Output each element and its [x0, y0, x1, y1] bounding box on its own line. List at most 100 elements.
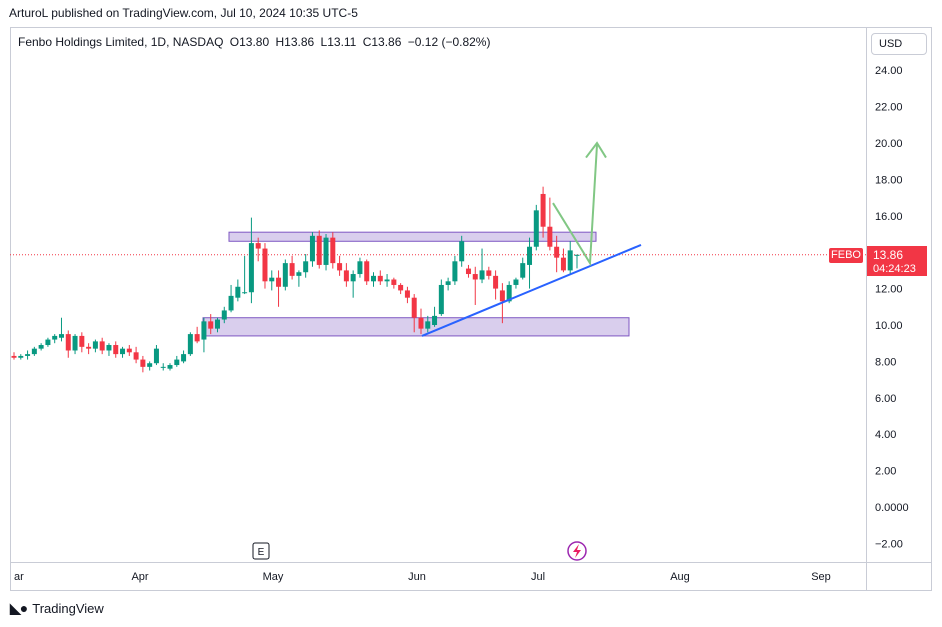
bar-countdown: 04:24:23	[873, 263, 916, 275]
candle-body	[303, 261, 309, 273]
candle-body	[45, 339, 51, 346]
lightning-bolt-icon	[573, 544, 581, 558]
candle-body	[133, 352, 139, 360]
currency-button[interactable]: USD	[871, 33, 927, 55]
candle-body	[493, 275, 499, 289]
price-tick-label: 4.00	[875, 429, 896, 441]
candle-body	[459, 241, 465, 262]
candle-body	[140, 359, 146, 367]
candle-body	[371, 275, 377, 282]
candle-body	[554, 246, 560, 258]
legend-symbol: Fenbo Holdings Limited, 1D, NASDAQ	[18, 35, 224, 49]
candle-body	[79, 335, 85, 347]
support-zone	[202, 317, 630, 337]
candle-body	[126, 348, 132, 353]
time-tick-label: Aug	[670, 571, 690, 583]
candle-body	[533, 210, 539, 247]
candle-body	[567, 250, 573, 271]
candle-body	[106, 345, 112, 351]
price-tick-label: 10.00	[875, 320, 903, 332]
candle-body	[343, 270, 349, 282]
candle-body	[248, 243, 254, 293]
ascending-trendline	[421, 243, 642, 337]
price-tick-label: 2.00	[875, 466, 896, 478]
candle-body	[445, 281, 451, 285]
tradingview-logo-icon: ◣●	[10, 600, 28, 616]
legend-close: C13.86	[362, 35, 402, 49]
candle-body	[113, 345, 119, 355]
price-tick-label: −2.00	[875, 538, 903, 550]
time-axis-separator	[10, 562, 932, 563]
time-tick-label: ar	[14, 571, 24, 583]
candle-body	[38, 345, 44, 349]
publisher-line: ArturoL published on TradingView.com, Ju…	[9, 6, 358, 20]
candle-body	[384, 279, 390, 282]
candle-body	[560, 257, 566, 271]
projection-path	[552, 144, 598, 267]
candle-body	[153, 348, 159, 364]
candle-body	[323, 237, 329, 265]
projection-arrowhead-icon	[585, 141, 607, 159]
price-tick-label: 8.00	[875, 356, 896, 368]
candle-body	[506, 284, 512, 302]
candle-body	[350, 274, 356, 282]
tradingview-logo[interactable]: ◣● TradingView	[10, 600, 104, 617]
candle-body	[120, 348, 126, 355]
candle-body	[72, 335, 78, 351]
candle-body	[58, 334, 64, 338]
price-tick-label: 12.00	[875, 284, 903, 296]
candle-body	[214, 319, 220, 329]
candle-body	[486, 270, 492, 276]
candle-body	[18, 355, 24, 358]
time-tick-label: Sep	[811, 571, 831, 583]
candle-body	[147, 363, 153, 367]
candle-body	[31, 348, 37, 355]
candle-body	[255, 243, 261, 249]
candle-body	[425, 321, 431, 329]
candle-body	[289, 263, 295, 276]
candle-body	[228, 295, 234, 311]
candle-body	[201, 321, 207, 340]
candle-body	[181, 354, 187, 362]
candle-body	[282, 263, 288, 287]
candle-body	[527, 246, 533, 265]
candle-body	[398, 284, 404, 291]
time-tick-label: May	[263, 571, 284, 583]
price-tick-label: 6.00	[875, 393, 896, 405]
candle-body	[465, 268, 471, 275]
last-price-badge: 13.86 04:24:23	[867, 246, 927, 276]
candle-body	[11, 355, 17, 358]
candle-body	[472, 274, 478, 280]
candle-body	[65, 334, 71, 351]
candle-body	[377, 275, 383, 282]
candle-body	[86, 346, 92, 349]
candle-body	[174, 359, 180, 366]
last-price-value: 13.86	[873, 248, 904, 262]
candle-body	[99, 341, 105, 351]
candle-body	[513, 279, 519, 285]
legend-low: L13.11	[320, 35, 357, 49]
candle-body	[25, 354, 31, 356]
candle-body	[92, 341, 98, 349]
chart-frame	[10, 27, 932, 591]
candle-body	[337, 263, 343, 271]
price-tick-label: 18.00	[875, 174, 903, 186]
candle-body	[330, 237, 336, 264]
candle-body	[438, 284, 444, 315]
candle-body	[316, 235, 322, 265]
candle-body	[208, 321, 214, 329]
footer-brand: TradingView	[32, 601, 104, 616]
candle-body	[309, 235, 315, 262]
price-tick-label: 22.00	[875, 102, 903, 114]
candle-body	[479, 270, 485, 280]
candle-body	[357, 261, 363, 275]
candle-body	[540, 193, 546, 227]
candle-body	[269, 277, 275, 282]
candle-body	[520, 263, 526, 278]
candle-body	[411, 297, 417, 318]
price-tick-label: 24.00	[875, 65, 903, 77]
candle-body	[187, 334, 193, 355]
candle-body	[452, 261, 458, 282]
candle-body	[221, 310, 227, 320]
